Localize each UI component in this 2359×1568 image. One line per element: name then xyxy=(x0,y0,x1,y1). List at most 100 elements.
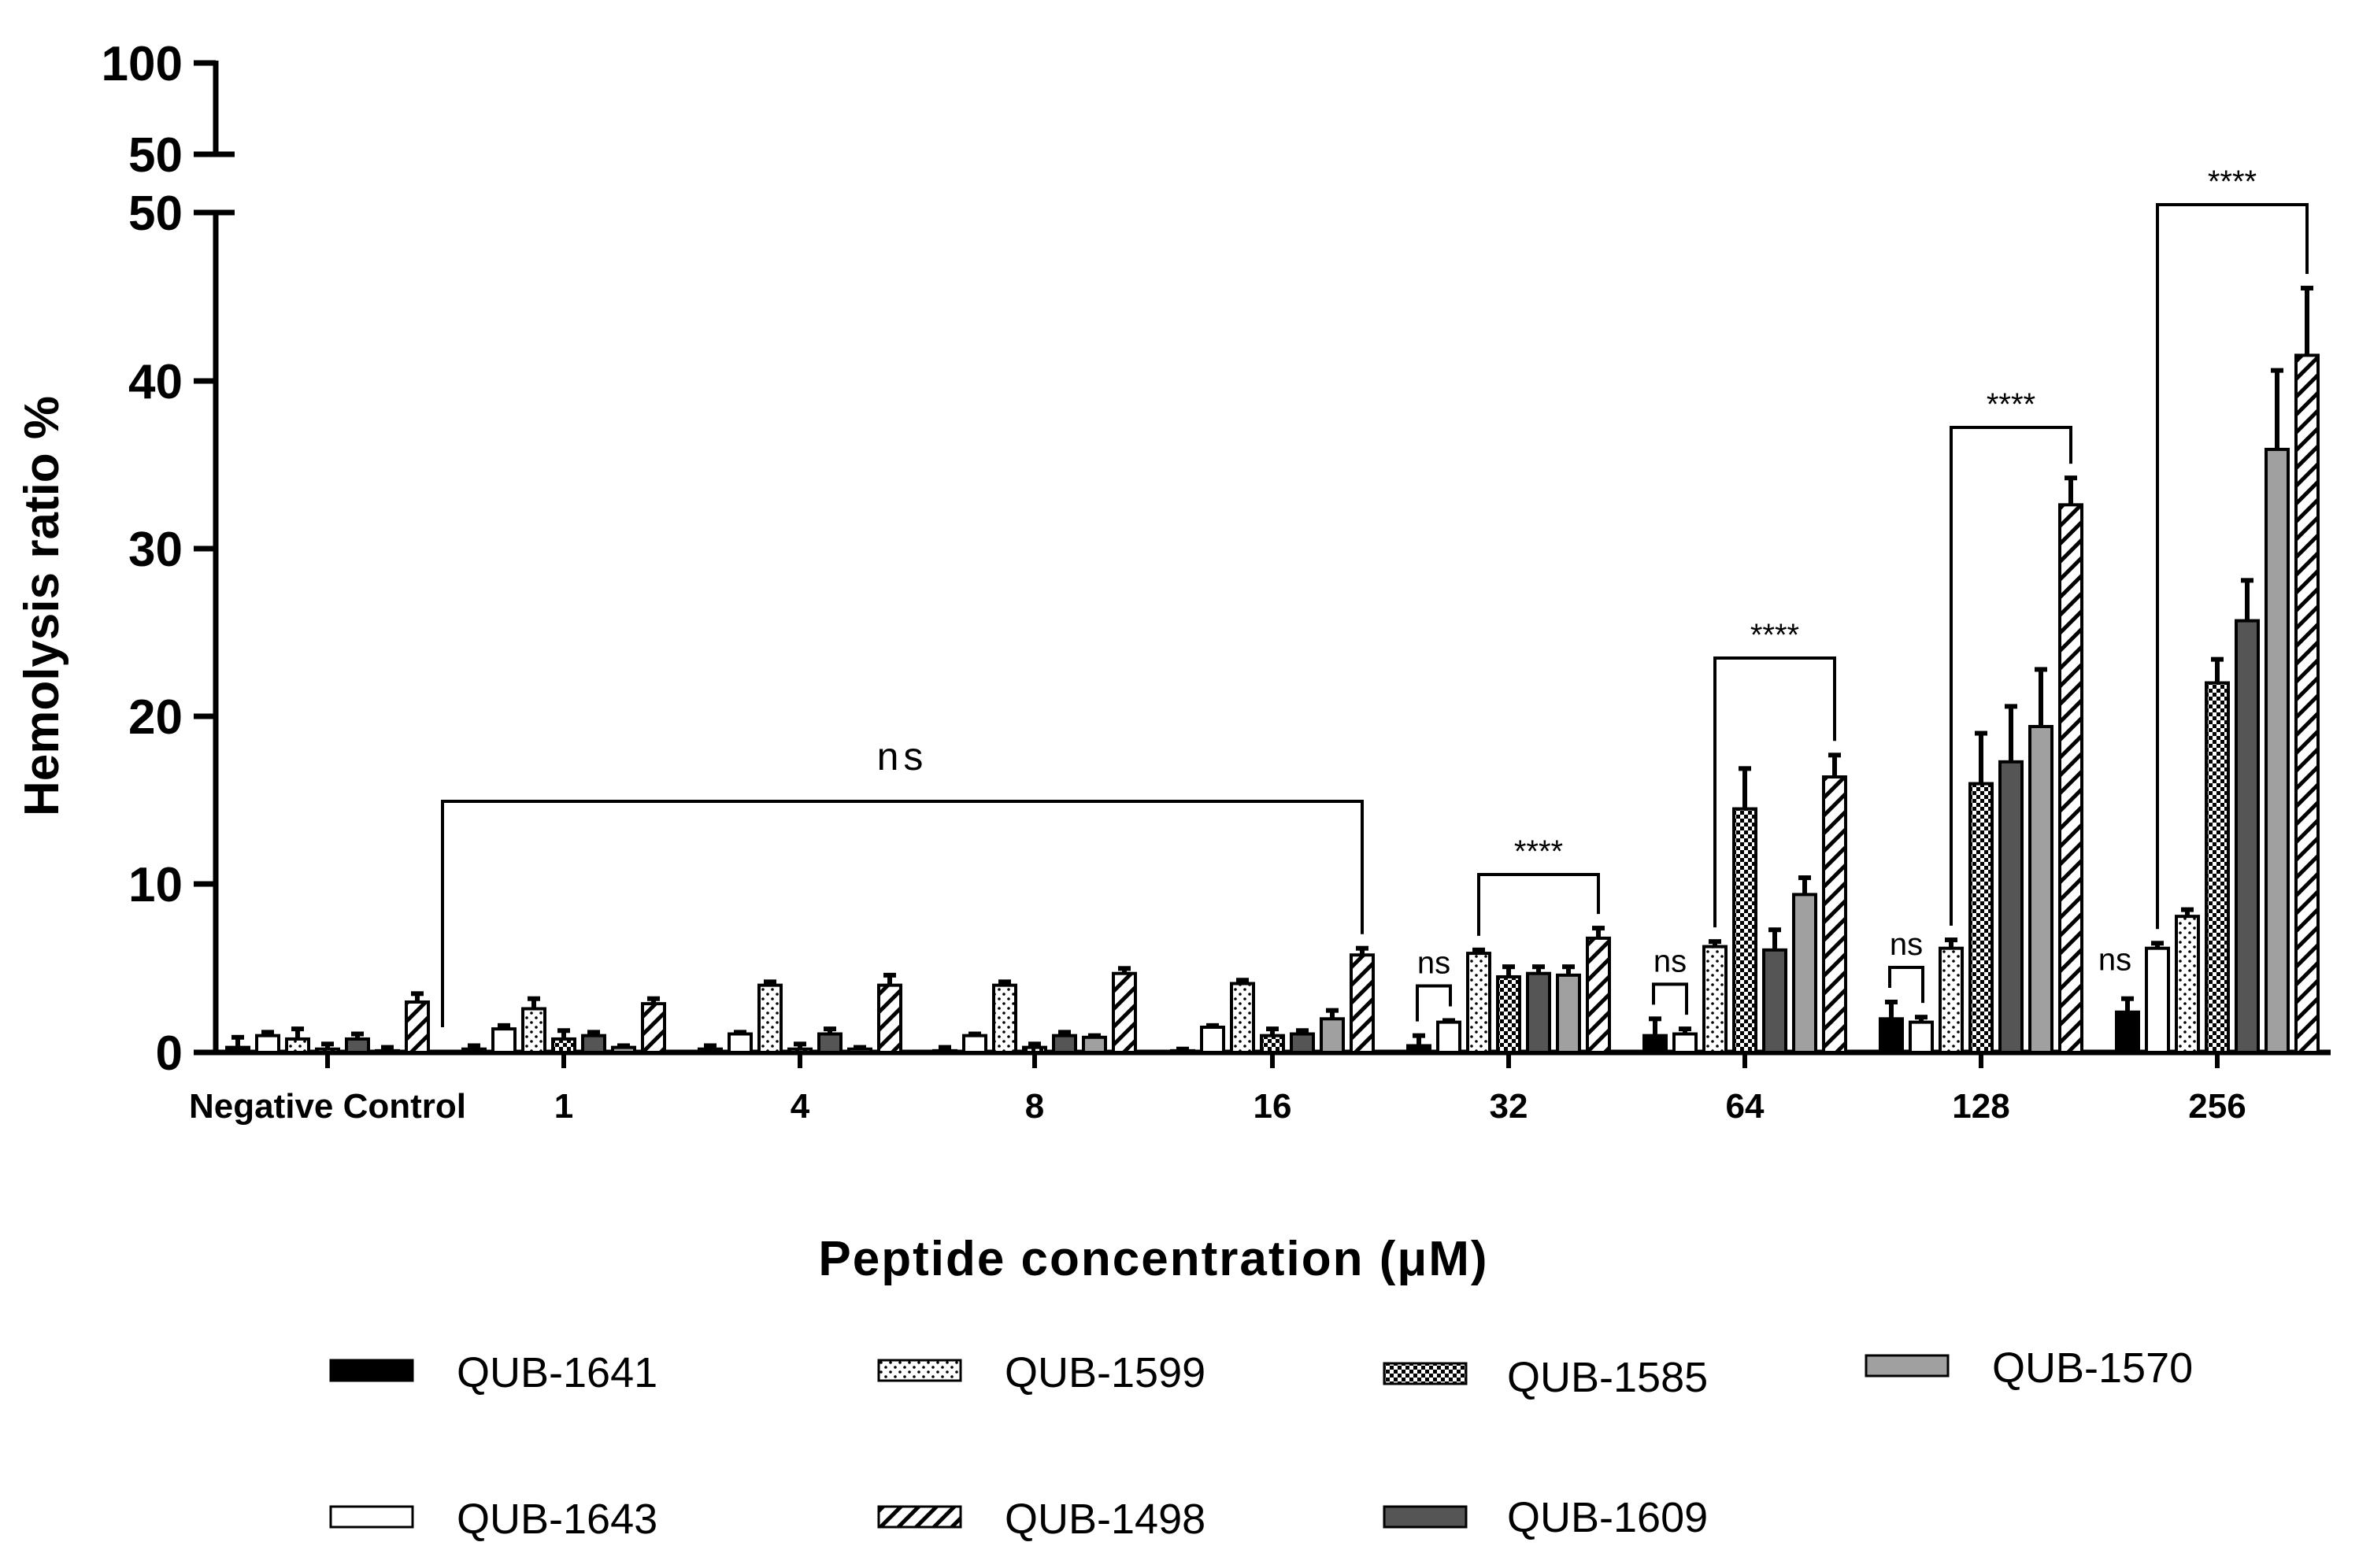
bar-qub-1585-256 xyxy=(2205,681,2230,1055)
x-tick-label-4: 4 xyxy=(791,1087,810,1126)
error-bar-qub-1599-128 xyxy=(1945,937,1957,949)
significance-bracket-2 xyxy=(1416,984,1452,1022)
bar-qub-1641-4 xyxy=(698,1047,723,1055)
significance-label-6: ns xyxy=(1890,927,1923,962)
bar-qub-1570-256 xyxy=(2265,447,2290,1054)
error-bar-qub-1609-64 xyxy=(1768,927,1781,950)
bar-qub-1609-1 xyxy=(581,1034,606,1055)
legend-label-qub-1570: QUB-1570 xyxy=(1992,1344,2193,1392)
bar-qub-1609-8 xyxy=(1052,1034,1077,1055)
bar-qub-1609-32 xyxy=(1526,971,1551,1055)
error-bar-qub-1643-128 xyxy=(1915,1015,1928,1023)
error-bar-qub-1599-1 xyxy=(528,996,540,1009)
error-bar-qub-1570-8 xyxy=(1088,1033,1101,1038)
x-tick-label-32: 32 xyxy=(1490,1087,1528,1126)
bar-qub-1570-16 xyxy=(1320,1017,1345,1054)
error-bar-qub-1570-16 xyxy=(1326,1008,1339,1019)
significance-label-1: ns xyxy=(877,734,928,778)
error-bar-qub-1585-1 xyxy=(557,1028,570,1039)
significance-label-9: **** xyxy=(2208,165,2257,199)
y-tick-label-20: 20 xyxy=(128,690,183,745)
y-axis-title: Hemolysis ratio % xyxy=(15,396,69,816)
significance-label-4: ns xyxy=(1654,944,1687,978)
bars xyxy=(225,353,2320,1068)
error-bar-qub-1570-32 xyxy=(1562,964,1575,975)
bar-qub-1609-16 xyxy=(1290,1032,1315,1054)
error-bar-qub-1599-negative-control xyxy=(291,1026,304,1039)
legend-label-qub-1498: QUB-1498 xyxy=(1005,1496,1205,1543)
error-bar-qub-1599-32 xyxy=(1472,947,1485,954)
error-bar-qub-1585-32 xyxy=(1502,964,1515,977)
legend-label-qub-1599: QUB-1599 xyxy=(1005,1349,1205,1396)
significance-label-2: ns xyxy=(1417,945,1450,980)
bar-qub-1643-256 xyxy=(2145,946,2170,1055)
bar-qub-1609-4 xyxy=(817,1032,842,1054)
bar-qub-1599-negative-control xyxy=(285,1037,310,1054)
error-bar-qub-1570-4 xyxy=(854,1045,866,1050)
significance-bracket-4 xyxy=(1652,982,1688,1015)
error-bar-qub-1643-256 xyxy=(2151,941,2164,949)
bar-qub-1643-4 xyxy=(728,1032,753,1054)
x-tick-label-256: 256 xyxy=(2188,1087,2246,1126)
bar-qub-1498-negative-control xyxy=(405,1000,430,1054)
bar-qub-1641-64 xyxy=(1642,1034,1668,1055)
error-bar-qub-1641-256 xyxy=(2121,996,2134,1012)
bar-qub-1585-64 xyxy=(1732,807,1757,1054)
significance-9: **** xyxy=(2156,165,2309,930)
bar-qub-1585-16 xyxy=(1260,1034,1285,1055)
bar-qub-1643-32 xyxy=(1436,1020,1461,1055)
error-bar-qub-1585-16 xyxy=(1266,1026,1279,1036)
legend-swatch-qub-1498 xyxy=(877,1505,962,1529)
bar-qub-1498-32 xyxy=(1586,936,1611,1054)
x-tick-labels: Negative Control 1 4 8 16 32 64 128 256 xyxy=(189,1087,2246,1126)
x-tick-label-128: 128 xyxy=(1952,1087,2009,1126)
error-bar-qub-1609-256 xyxy=(2241,578,2253,621)
bar-qub-1609-64 xyxy=(1762,948,1787,1055)
error-bar-qub-1641-16 xyxy=(1176,1046,1189,1052)
bar-qub-1498-4 xyxy=(877,983,902,1055)
bar-qub-1643-16 xyxy=(1200,1025,1225,1054)
bar-qub-1641-32 xyxy=(1406,1044,1431,1054)
bar-qub-1585-negative-control xyxy=(315,1047,340,1055)
error-bar-qub-1599-64 xyxy=(1709,939,1721,947)
bar-qub-1585-1 xyxy=(551,1037,576,1054)
error-bar-qub-1641-4 xyxy=(704,1043,717,1049)
significance-brackets: ns ns **** ns **** ns **** ns **** xyxy=(441,165,2309,1027)
legend-swatch-qub-1570 xyxy=(1865,1354,1950,1378)
bar-qub-1641-negative-control xyxy=(225,1045,250,1055)
bar-qub-1570-32 xyxy=(1556,973,1581,1055)
significance-label-5: **** xyxy=(1750,618,1799,653)
bar-qub-1498-128 xyxy=(2058,503,2083,1054)
bar-qub-1570-128 xyxy=(2028,725,2053,1055)
error-bar-qub-1609-128 xyxy=(2005,704,2017,762)
bar-qub-1643-1 xyxy=(491,1027,517,1055)
legend-swatch-qub-1609 xyxy=(1383,1505,1468,1529)
legend-label-qub-1641: QUB-1641 xyxy=(457,1349,657,1396)
significance-8: ns xyxy=(2098,943,2131,978)
x-tick-label-1: 1 xyxy=(554,1087,573,1126)
x-tick-label-8: 8 xyxy=(1025,1087,1044,1126)
error-bar-qub-1641-1 xyxy=(468,1043,480,1049)
error-bar-qub-1498-32 xyxy=(1592,926,1605,938)
error-bar-qub-1498-16 xyxy=(1356,945,1368,956)
legend-swatch-qub-1599 xyxy=(877,1359,962,1382)
significance-3: **** xyxy=(1477,834,1600,936)
error-bar-qub-1641-negative-control xyxy=(231,1034,244,1048)
error-bar-qub-1585-4 xyxy=(794,1041,806,1049)
bar-qub-1585-128 xyxy=(1968,782,1994,1054)
bar-qub-1570-64 xyxy=(1792,893,1817,1055)
bar-qub-1641-256 xyxy=(2115,1010,2140,1055)
legend-swatch-qub-1641 xyxy=(329,1359,414,1382)
error-bar-qub-1599-8 xyxy=(998,979,1011,986)
error-bar-qub-1498-negative-control xyxy=(411,991,424,1002)
significance-7: **** xyxy=(1950,387,2072,926)
bar-qub-1643-negative-control xyxy=(255,1034,280,1055)
error-bar-qub-1643-negative-control xyxy=(261,1030,274,1036)
bar-qub-1641-1 xyxy=(461,1047,487,1055)
bar-qub-1599-16 xyxy=(1230,982,1255,1054)
bar-qub-1599-256 xyxy=(2175,915,2200,1054)
error-bar-qub-1609-negative-control xyxy=(351,1031,364,1039)
bar-qub-1599-32 xyxy=(1466,952,1491,1054)
error-bar-qub-1599-256 xyxy=(2181,907,2194,917)
bar-qub-1498-64 xyxy=(1822,775,1847,1054)
